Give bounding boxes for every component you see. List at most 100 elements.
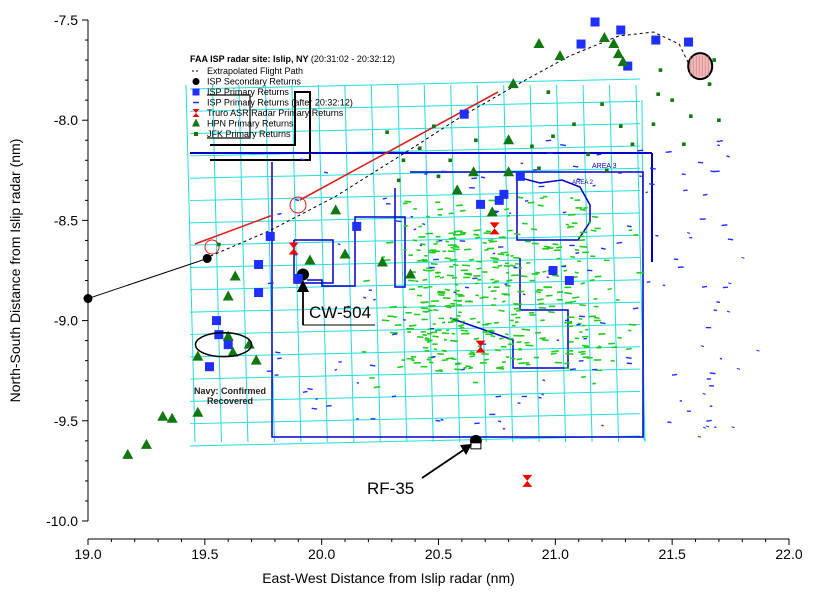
green-return (580, 209, 586, 210)
grid-line (477, 85, 486, 442)
green-return (430, 332, 437, 333)
green-return (431, 264, 438, 265)
blue-return-tick (627, 226, 631, 227)
green-return (437, 209, 443, 210)
green-return (484, 359, 489, 360)
blue-return-tick (706, 420, 711, 421)
green-return (432, 336, 438, 337)
isp-primary-point (565, 276, 574, 285)
blue-return-tick (646, 192, 648, 193)
legend-swatch (193, 78, 200, 85)
blue-return-tick (703, 194, 708, 195)
jfk-point (432, 124, 436, 128)
green-return (489, 241, 497, 242)
green-return (526, 263, 530, 264)
legend-label: JFK Primary Returns (207, 129, 291, 139)
blue-return-tick (570, 369, 576, 370)
green-return (608, 289, 612, 290)
green-return (504, 266, 510, 267)
green-return (453, 300, 461, 301)
blue-return-tick (523, 294, 525, 295)
blue-return-tick (720, 141, 723, 142)
blue-return-tick (593, 185, 596, 186)
green-return (503, 237, 507, 238)
green-return (490, 258, 497, 259)
green-return (425, 338, 430, 339)
green-return (574, 277, 578, 278)
green-return (461, 330, 469, 331)
hpn-point (122, 449, 133, 459)
green-return (475, 237, 480, 238)
green-return (438, 295, 444, 296)
blue-return-tick (702, 286, 707, 287)
green-return (510, 265, 516, 266)
green-return (506, 280, 511, 281)
green-return (443, 298, 451, 299)
isp-primary-point (476, 200, 485, 209)
green-return (583, 208, 587, 209)
green-return (566, 224, 569, 225)
green-return (495, 350, 501, 351)
isp-primary-point (214, 330, 223, 339)
hpn-point (223, 291, 234, 301)
legend-item: JFK Primary Returns (194, 129, 291, 139)
isp-primary-point (254, 288, 263, 297)
hpn-point (304, 254, 315, 264)
blue-return-tick (728, 283, 731, 284)
green-return (525, 345, 533, 346)
green-return (568, 215, 576, 216)
green-return (617, 337, 621, 338)
green-return (498, 265, 502, 266)
green-return (538, 205, 544, 206)
hpn-point (251, 355, 262, 365)
green-return (363, 280, 369, 281)
green-return (435, 276, 440, 277)
green-return (466, 333, 469, 334)
green-return (575, 250, 579, 251)
green-return (451, 247, 454, 248)
green-return (475, 295, 478, 296)
green-return (551, 353, 557, 354)
green-return (417, 337, 423, 338)
jfk-point (652, 122, 656, 126)
x-axis-label: East-West Distance from Islip radar (nm) (262, 570, 515, 586)
green-return (455, 294, 463, 295)
blue-return-tick (698, 436, 701, 437)
blue-return-tick (601, 248, 606, 249)
blue-return-tick (462, 369, 465, 370)
blue-return-tick (706, 426, 709, 427)
green-return (454, 245, 457, 246)
blue-return-tick (307, 389, 312, 390)
jfk-point (437, 175, 441, 179)
legend-item: Truro ASR Radar Primary Returns (193, 108, 344, 118)
cw504-label: CW-504 (309, 303, 371, 322)
hpn-point (157, 411, 168, 421)
blue-return-tick (525, 201, 528, 202)
green-return (570, 257, 575, 258)
green-return (537, 290, 542, 291)
green-return (421, 308, 429, 309)
green-return (445, 241, 448, 242)
green-return (506, 255, 509, 256)
green-return (488, 240, 493, 241)
green-return (579, 319, 583, 320)
green-return (468, 368, 473, 369)
blue-return-tick (414, 229, 417, 230)
green-return (470, 356, 475, 357)
legend-swatch (193, 89, 200, 96)
grid-line (530, 85, 539, 442)
legend-label: ISP Primary Returns (after 20:32:12) (207, 98, 353, 108)
green-return (374, 387, 381, 388)
green-return (417, 250, 421, 251)
green-return (381, 257, 385, 258)
x-tick-label: 21.0 (542, 546, 569, 562)
green-return (517, 359, 522, 360)
green-return (451, 321, 458, 322)
blue-return-tick (703, 393, 706, 394)
green-return (447, 275, 454, 276)
green-return (423, 311, 428, 312)
blue-return-tick (436, 420, 441, 421)
green-return (474, 234, 480, 235)
green-return (440, 277, 444, 278)
